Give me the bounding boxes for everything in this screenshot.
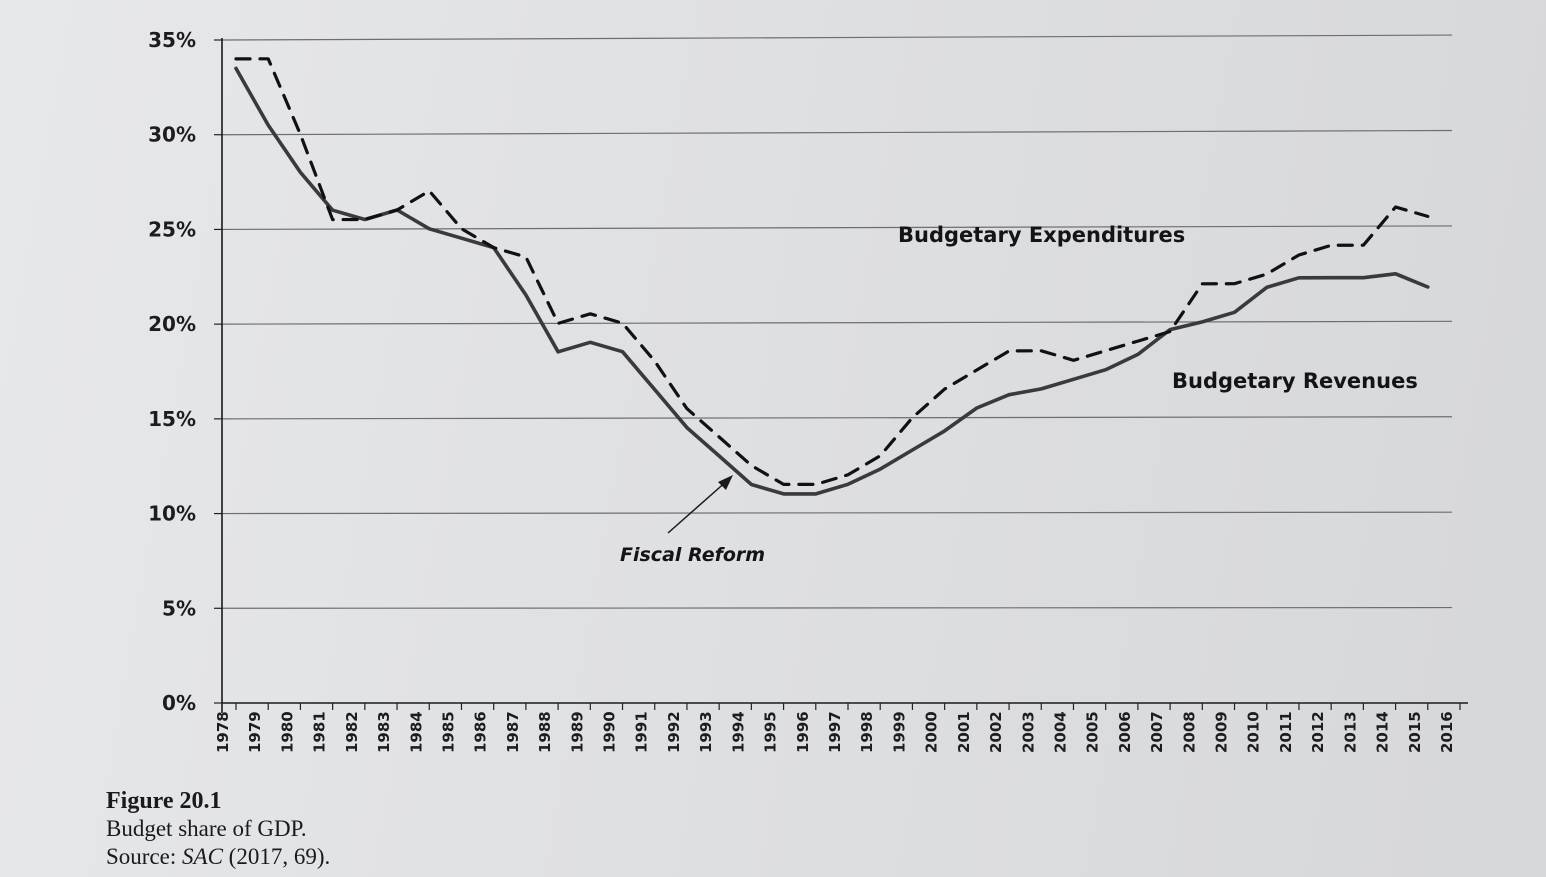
x-tick-label-2016: 2016 [1438,711,1456,753]
x-tick-labels: 1978 1979 1980 1981 1982 1983 1984 1985 1986 1987… [214,703,1461,753]
x-tick-label-1995: 1995 [762,711,780,753]
x-tick-label-2005: 2005 [1084,711,1102,753]
x-tick-label-2013: 2013 [1341,711,1359,753]
x-tick-label-1998: 1998 [858,711,876,753]
source-prefix: Source: [106,844,183,869]
x-tick-label-2002: 2002 [987,711,1005,753]
x-tick-label-1989: 1989 [568,711,586,753]
x-tick-label-1980: 1980 [278,711,296,753]
x-tick-label-1984: 1984 [407,711,425,753]
x-tick-label-2015: 2015 [1406,711,1424,753]
gridlines [214,34,1453,704]
x-tick-label-1999: 1999 [890,711,908,753]
x-tick-label-2003: 2003 [1019,711,1037,753]
figure-number: Figure 20.1 [106,788,222,814]
gridline-20 [221,320,1453,325]
y-tick-label-10: 10% [148,502,196,526]
x-tick-label-1996: 1996 [794,711,812,753]
series-label-expenditures: Budgetary Expenditures [898,223,1185,247]
x-tick-label-1992: 1992 [665,711,683,753]
y-tick-label-30: 30% [148,123,196,147]
series-label-revenues: Budgetary Revenues [1172,369,1418,393]
x-tick-label-1997: 1997 [826,711,844,753]
x-tick-label-2006: 2006 [1116,711,1134,753]
annotation-arrow-line [667,479,729,534]
x-tick-label-2011: 2011 [1277,711,1295,753]
y-tick-labels: 0% 5% 10% 15% 20% 25% 30% 35% [148,28,196,715]
x-tick-label-1993: 1993 [697,711,715,753]
gridline-5 [221,606,1453,609]
y-tick-label-25: 25% [148,217,196,241]
source-title: SAC [182,844,223,869]
y-tick-label-15: 15% [148,407,196,431]
x-tick-label-2000: 2000 [923,711,941,753]
x-tick-label-1983: 1983 [375,711,393,753]
y-tick-label-20: 20% [148,312,196,336]
annotation: Fiscal Reform [620,475,765,566]
series-line-revenues [234,66,1430,496]
x-tick-label-2008: 2008 [1180,711,1198,753]
y-tick-label-0: 0% [162,691,196,715]
source-suffix: (2017, 69). [222,844,331,869]
gridline-10 [221,511,1453,515]
y-tick-label-35: 35% [148,28,196,52]
y-tick-label-5: 5% [162,596,196,620]
annotation-arrowhead [718,475,733,490]
series-line-expenditures [234,57,1430,486]
x-tick-label-2001: 2001 [955,711,973,753]
x-tick-label-2004: 2004 [1051,711,1069,753]
series-lines [234,57,1430,496]
x-tick-label-1982: 1982 [343,711,361,753]
figure-source: Source: SAC (2017, 69). [106,843,330,871]
gridline-25 [221,225,1453,231]
x-tick-label-2012: 2012 [1309,711,1327,753]
x-tick-label-1991: 1991 [633,711,651,753]
x-tick-label-2014: 2014 [1374,711,1392,753]
x-tick-label-1985: 1985 [439,711,457,753]
x-tick-label-2009: 2009 [1213,711,1231,753]
x-tick-label-1979: 1979 [246,711,264,753]
x-tick-label-1981: 1981 [311,711,329,753]
figure-caption: Figure 20.1 Budget share of GDP. Source:… [106,787,330,871]
x-tick-label-1987: 1987 [504,711,522,753]
x-tick-label-1994: 1994 [729,711,747,753]
gridline-15 [221,416,1453,420]
x-tick-label-2007: 2007 [1148,711,1166,753]
x-tick-label-1978: 1978 [214,711,232,753]
annotation-fiscal-reform: Fiscal Reform [620,544,765,566]
x-tick-label-1988: 1988 [536,711,554,753]
x-tick-label-1990: 1990 [601,711,619,753]
gridline-30 [221,129,1453,136]
x-tick-label-2010: 2010 [1245,711,1263,753]
gridline-35 [221,34,1453,41]
figure-title: Budget share of GDP. [106,816,307,841]
x-tick-label-1986: 1986 [472,711,490,753]
series-labels: Budgetary Expenditures Budgetary Revenue… [898,223,1418,393]
